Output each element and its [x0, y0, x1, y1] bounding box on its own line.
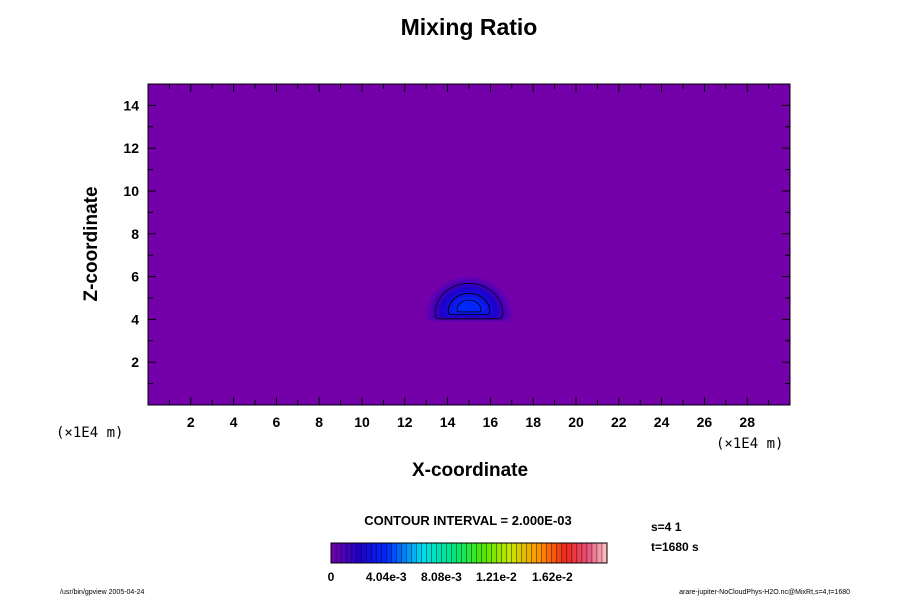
colorbar-swatch [456, 542, 462, 564]
contour-fill [426, 276, 512, 322]
colorbar-swatch [466, 542, 473, 564]
colorbar-swatch [586, 542, 593, 564]
contour-level-7 [456, 299, 482, 313]
colorbar-swatch [571, 542, 578, 564]
x-axis-unit: (×1E4 m) [716, 436, 784, 452]
x-tick-label-13: 28 [739, 414, 755, 430]
colorbar-swatch [401, 542, 407, 564]
colorbar-swatch [481, 542, 488, 564]
colorbar-swatch [380, 542, 387, 564]
colorbar-label-1: 4.04e-3 [365, 570, 407, 584]
colorbar-label-0: 0 [327, 570, 335, 584]
colorbar-swatch [350, 542, 357, 564]
x-tick-label-1: 4 [230, 414, 238, 430]
plot-background [148, 84, 790, 405]
colorbar-swatch [391, 542, 397, 564]
colorbar-swatch [501, 542, 508, 564]
y-tick-label-0: 2 [131, 354, 139, 370]
colorbar-swatch [431, 542, 437, 564]
colorbar-swatch [451, 542, 457, 564]
x-tick-label-0: 2 [187, 414, 195, 430]
colorbar-swatch [576, 542, 583, 564]
y-axis-unit: (×1E4 m) [56, 425, 124, 441]
colorbar-swatch [591, 542, 598, 564]
colorbar-label-2: 8.08e-3 [421, 570, 462, 584]
x-tick-label-3: 8 [315, 414, 323, 430]
footer-left: /usr/bin/gpview 2005-04-24 [60, 589, 145, 596]
colorbar-swatch [365, 542, 372, 564]
colorbar-label-3: 1.21e-2 [475, 570, 517, 584]
colorbar-swatch [330, 542, 337, 564]
colorbar-swatch [556, 542, 563, 564]
x-tick-label-8: 18 [525, 414, 541, 430]
colorbar-swatch [531, 542, 538, 564]
colorbar-swatch [355, 542, 362, 564]
colorbar-swatch [491, 542, 498, 564]
colorbar-frame [330, 542, 608, 564]
colorbar-swatch [461, 542, 467, 564]
colorbar-swatch [421, 542, 427, 564]
colorbar-swatch [521, 542, 528, 564]
colorbar-swatch [541, 542, 548, 564]
x-tick-label-12: 26 [697, 414, 713, 430]
colorbar-swatch [436, 542, 442, 564]
colorbar-swatch [546, 542, 553, 564]
colorbar-swatch [551, 542, 558, 564]
colorbar-swatch [375, 542, 382, 564]
colorbar-swatch [340, 542, 347, 564]
colorbar-swatch [486, 542, 493, 564]
info-t-label: t=1680 s [651, 540, 699, 554]
contour-interval-label: CONTOUR INTERVAL = 2.000E-03 [364, 513, 572, 528]
colorbar-swatch [416, 542, 422, 564]
y-tick-label-6: 14 [123, 97, 139, 113]
x-tick-label-6: 14 [440, 414, 456, 430]
colorbar-swatch [335, 542, 342, 564]
colorbar-swatch [561, 542, 568, 564]
info-s-label: s=4 1 [651, 520, 682, 534]
colorbar-swatch [566, 542, 573, 564]
colorbar-swatch [506, 542, 513, 564]
colorbar-swatch [345, 542, 352, 564]
colorbar-swatch [516, 542, 523, 564]
colorbar-swatch [441, 542, 447, 564]
x-tick-label-2: 6 [273, 414, 281, 430]
x-tick-label-7: 16 [483, 414, 499, 430]
colorbar-swatch [386, 542, 392, 564]
colorbar-swatch [370, 542, 377, 564]
y-tick-label-3: 8 [131, 226, 139, 242]
footer-right: arare-jupiter-NoCloudPhys-H2O.nc@MixRt,s… [679, 589, 850, 596]
colorbar-label-4: 1.62e-2 [531, 570, 573, 584]
colorbar-swatch [596, 542, 603, 564]
colorbar-swatch [496, 542, 503, 564]
y-tick-label-2: 6 [131, 269, 139, 285]
colorbar-swatch [446, 542, 452, 564]
colorbar-swatch [476, 542, 483, 564]
y-axis-label: Z-coordinate [81, 186, 102, 302]
x-axis-label: X-coordinate [411, 460, 529, 481]
colorbar-swatch [511, 542, 518, 564]
x-tick-label-9: 20 [568, 414, 584, 430]
colorbar-swatch [426, 542, 432, 564]
x-tick-label-4: 10 [354, 414, 370, 430]
colorbar-swatch [406, 542, 412, 564]
colorbar-swatch [411, 542, 417, 564]
colorbar-swatch [396, 542, 402, 564]
colorbar-swatch [581, 542, 588, 564]
y-tick-label-5: 12 [123, 140, 139, 156]
x-tick-label-5: 12 [397, 414, 413, 430]
chart-title: Mixing Ratio [400, 14, 538, 40]
colorbar-swatch [536, 542, 543, 564]
colorbar-swatch [360, 542, 367, 564]
colorbar-swatch [526, 542, 533, 564]
y-tick-label-1: 4 [131, 311, 139, 327]
x-tick-label-10: 22 [611, 414, 627, 430]
y-tick-label-4: 10 [123, 183, 139, 199]
colorbar-swatch [471, 542, 478, 564]
colorbar [330, 542, 608, 564]
x-tick-label-11: 24 [654, 414, 670, 430]
